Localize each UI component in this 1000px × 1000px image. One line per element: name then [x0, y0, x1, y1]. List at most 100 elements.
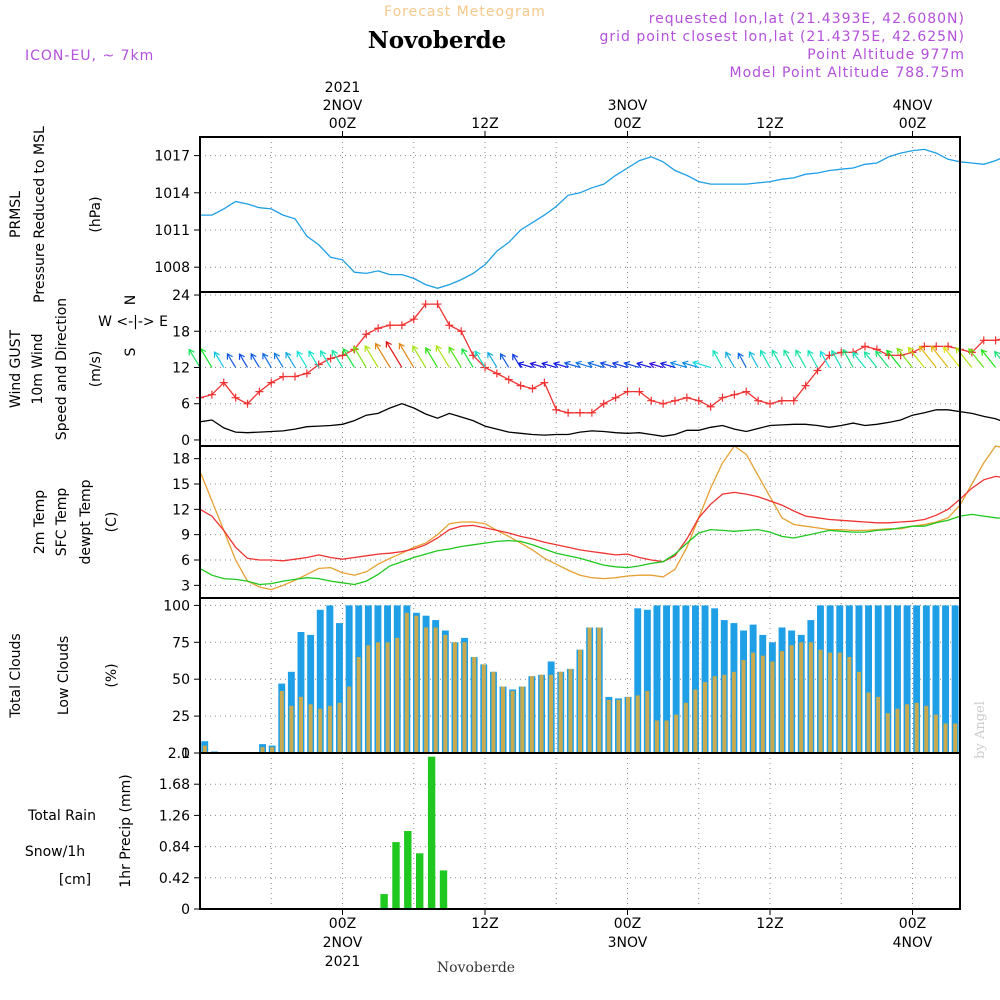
wind-arrow [448, 347, 462, 368]
y-tick-label: 1017 [154, 149, 190, 165]
bar-clouds [693, 689, 698, 753]
wind-arrow-head [385, 340, 392, 348]
gust-marker [611, 393, 620, 402]
gust-marker [374, 324, 383, 333]
gust-marker [255, 387, 264, 396]
panel-label: Pressure Reduced to MSL [32, 126, 48, 303]
bar-clouds [345, 605, 353, 753]
location-title: Novoberde [368, 27, 507, 54]
wind-arrow [385, 341, 403, 368]
bar-clouds [741, 660, 746, 753]
gust-marker [267, 378, 276, 387]
y-tick-label: 12 [172, 502, 190, 518]
bar-clouds [404, 612, 409, 753]
gust-marker [326, 354, 335, 363]
gust-marker [433, 300, 442, 309]
gust-marker [397, 321, 406, 330]
wind-arrow-head [250, 352, 257, 360]
y-tick-label: 75 [172, 635, 190, 651]
bar-clouds [308, 704, 313, 753]
bar-clouds [818, 649, 823, 753]
bar-clouds [481, 664, 486, 753]
wind-arrow [238, 353, 249, 368]
y-tick-label: 0.42 [159, 871, 190, 887]
gust-marker [564, 408, 573, 417]
bar-precip [416, 853, 424, 909]
wind-arrow-head [681, 360, 689, 368]
bar-clouds [501, 686, 505, 753]
bar-clouds [558, 671, 563, 753]
bar-clouds [395, 637, 400, 753]
bar-clouds [876, 696, 881, 753]
wind-arrow [994, 351, 1000, 360]
wind-arrow-head [863, 351, 871, 358]
bottom-time-label: 2021 [325, 954, 361, 970]
wind-arrow-head [474, 350, 481, 358]
bar-clouds [857, 671, 861, 753]
bar-precip [392, 842, 400, 909]
bar-clouds [674, 714, 679, 753]
wind-arrow-head [308, 350, 315, 358]
y-tick-label: 50 [172, 672, 190, 688]
wind-arrow [807, 350, 819, 368]
gust-marker [516, 381, 525, 390]
y-tick-label: 24 [172, 288, 190, 304]
wind-arrow [955, 347, 973, 368]
top-time-label: 3NOV [608, 98, 648, 114]
bar-clouds [663, 605, 670, 753]
wind-arrow-head [831, 349, 838, 357]
top-time-label: 00Z [899, 116, 926, 132]
compass-north: N [123, 295, 139, 305]
wind-arrow [530, 362, 545, 369]
y-tick-label: 100 [163, 598, 190, 614]
wind-arrow [737, 353, 747, 368]
wind-arrow-head [552, 361, 560, 369]
gust-marker [386, 321, 394, 330]
bar-clouds [683, 702, 688, 753]
bar-clouds [905, 704, 910, 753]
gust-marker [694, 396, 703, 405]
bar-clouds [808, 642, 813, 753]
bar-clouds [799, 642, 804, 753]
y-tick-label: 1.26 [159, 808, 190, 824]
wind-arrow [649, 362, 664, 369]
wind-arrow [342, 348, 355, 368]
bar-clouds [337, 702, 342, 753]
bar-clouds [837, 652, 842, 753]
bar-clouds [942, 605, 949, 753]
panel-clouds [194, 597, 961, 754]
wind-arrow [831, 350, 842, 368]
y-tick-label: 9 [181, 528, 190, 544]
bar-clouds [260, 747, 265, 753]
bar-clouds [664, 720, 669, 753]
bottom-time-label: 12Z [471, 916, 498, 932]
wind-arrow-head [448, 346, 455, 354]
bar-clouds [789, 645, 794, 753]
bar-clouds [672, 605, 680, 753]
bar-precip [380, 894, 388, 909]
y-tick-label: 6 [181, 397, 190, 413]
wind-arrow-head [842, 348, 849, 356]
bar-clouds [318, 708, 323, 753]
gust-marker [445, 321, 454, 330]
gust-marker [932, 342, 941, 351]
wind-arrow-head [759, 349, 767, 357]
gust-marker [587, 408, 596, 417]
y-tick-label: 15 [172, 477, 190, 493]
panel-label: Total Clouds [8, 633, 24, 718]
bar-clouds [539, 674, 544, 753]
compass-south: S [123, 347, 139, 356]
bar-clouds [289, 705, 294, 753]
grid-point: grid point closest lon,lat (21.4375E, 42… [599, 29, 965, 45]
bar-clouds [443, 634, 448, 753]
wind-arrow [398, 343, 415, 368]
gust-marker [635, 387, 644, 396]
gust-marker [338, 351, 347, 360]
wind-arrow [852, 352, 866, 368]
y-tick-label: 2.1 [168, 746, 190, 762]
bar-clouds [943, 723, 948, 753]
bar-clouds [376, 642, 380, 753]
panel-frame [199, 752, 961, 910]
bar-clouds [270, 747, 275, 753]
